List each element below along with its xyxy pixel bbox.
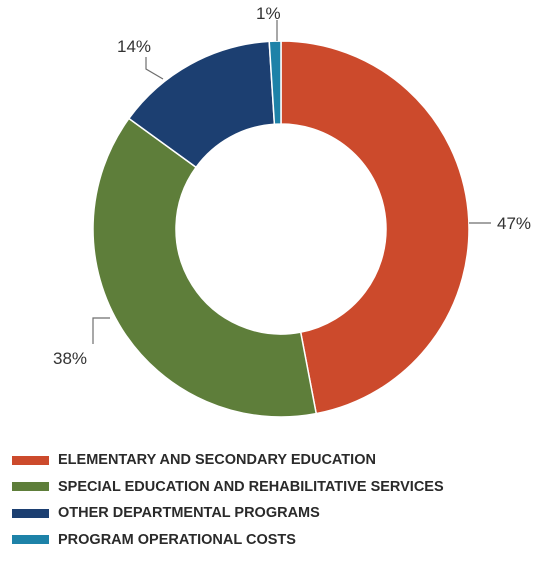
legend-item-other-departmental: OTHER DEPARTMENTAL PROGRAMS <box>12 503 444 523</box>
legend-label: SPECIAL EDUCATION AND REHABILITATIVE SER… <box>58 478 444 495</box>
legend-item-elementary-secondary: ELEMENTARY AND SECONDARY EDUCATION <box>12 450 444 470</box>
data-label-1: 1% <box>256 4 281 23</box>
chart-legend: ELEMENTARY AND SECONDARY EDUCATION SPECI… <box>12 450 444 556</box>
data-label-38: 38% <box>53 349 87 368</box>
legend-swatch <box>12 508 49 518</box>
data-label-47: 47% <box>497 214 531 233</box>
chart-leader-lines <box>92 20 491 344</box>
leader-line <box>145 57 164 80</box>
legend-item-program-operational: PROGRAM OPERATIONAL COSTS <box>12 530 444 550</box>
legend-label: PROGRAM OPERATIONAL COSTS <box>58 531 296 548</box>
chart-data-labels: 47% 38% 14% 1% <box>53 4 531 368</box>
chart-slices <box>92 40 470 418</box>
legend-label: OTHER DEPARTMENTAL PROGRAMS <box>58 505 320 521</box>
leader-line <box>92 317 110 344</box>
donut-chart: 47% 38% 14% 1% <box>53 4 531 418</box>
legend-item-special-education: SPECIAL EDUCATION AND REHABILITATIVE SER… <box>12 477 444 497</box>
data-label-14: 14% <box>117 37 151 56</box>
slice-program-operational <box>268 40 282 126</box>
slice-special-education <box>92 117 318 418</box>
legend-swatch <box>12 535 49 544</box>
slice-elementary-secondary <box>280 40 470 415</box>
legend-swatch <box>12 482 49 491</box>
legend-swatch <box>12 455 49 465</box>
legend-label: ELEMENTARY AND SECONDARY EDUCATION <box>58 452 376 468</box>
